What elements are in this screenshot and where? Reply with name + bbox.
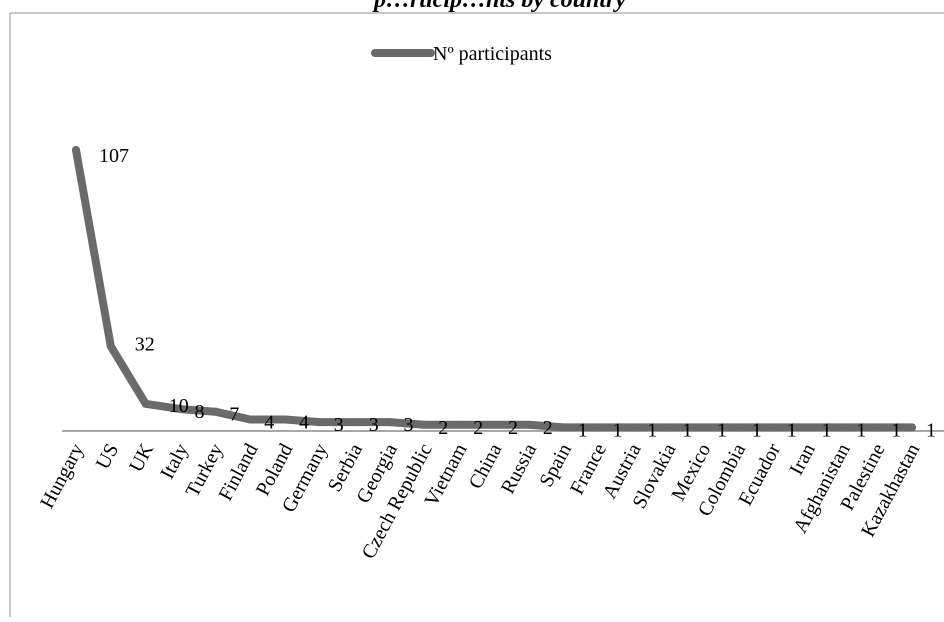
data-label: 4 xyxy=(264,412,274,434)
data-point-finland xyxy=(246,415,255,424)
data-point-iran xyxy=(803,423,812,432)
legend-label: Nº participants xyxy=(433,43,552,65)
data-point-ecuador xyxy=(768,423,777,432)
legend: Nº participants xyxy=(371,43,552,65)
data-point-afghanistan xyxy=(838,423,847,432)
data-point-vietnam xyxy=(455,420,464,429)
x-tick-label: US xyxy=(92,440,123,473)
data-point-slovakia xyxy=(664,423,673,432)
series-line xyxy=(72,146,916,432)
data-label: 3 xyxy=(334,414,344,436)
data-label: 1 xyxy=(717,419,727,441)
data-point-palestine xyxy=(873,423,882,432)
data-point-us xyxy=(106,342,115,351)
chart-frame xyxy=(9,12,944,617)
data-point-italy xyxy=(176,405,185,414)
data-label: 2 xyxy=(473,417,483,439)
data-label: 1 xyxy=(613,419,623,441)
data-point-austria xyxy=(629,423,638,432)
data-point-kazakhastan xyxy=(908,423,916,432)
data-point-mexico xyxy=(699,423,707,432)
data-label: 1 xyxy=(647,419,657,441)
data-label: 3 xyxy=(369,414,379,436)
data-label: 1 xyxy=(787,419,797,441)
data-point-georgia xyxy=(385,418,394,427)
data-label: 107 xyxy=(99,145,129,167)
data-label: 1 xyxy=(822,419,832,441)
data-label: 7 xyxy=(229,404,239,426)
data-label: 8 xyxy=(195,401,205,423)
data-label: 32 xyxy=(135,333,155,355)
data-label: 2 xyxy=(438,417,448,439)
data-point-hungary xyxy=(72,146,80,154)
data-point-czech-republic xyxy=(420,420,429,429)
data-point-serbia xyxy=(350,418,359,427)
x-tick-label: Russia xyxy=(497,440,542,498)
data-label: 3 xyxy=(404,414,414,436)
data-label: 2 xyxy=(508,417,518,439)
data-point-russia xyxy=(524,420,533,429)
data-label: 10 xyxy=(169,395,189,417)
x-tick-label: Italy xyxy=(156,440,193,483)
data-point-spain xyxy=(559,423,568,432)
x-axis-tick-labels: Hungary US UKItalyTurkeyFinlandPolandGerma… xyxy=(36,440,924,563)
data-point-poland xyxy=(281,415,289,424)
data-point-colombia xyxy=(733,423,742,432)
chart-title: p…rticip…nts by country xyxy=(372,0,626,13)
data-label: 1 xyxy=(682,419,692,441)
data-point-germany xyxy=(315,418,324,427)
x-tick-label: UK xyxy=(125,440,158,476)
data-label: 1 xyxy=(856,419,866,441)
data-label: 1 xyxy=(578,419,588,441)
data-label: 4 xyxy=(299,412,309,434)
data-label: 1 xyxy=(752,419,762,441)
data-point-uk xyxy=(141,399,150,408)
x-tick-label: Iran xyxy=(785,440,820,479)
x-tick-label: Hungary xyxy=(36,440,88,512)
data-label: 1 xyxy=(891,419,901,441)
data-point-china xyxy=(490,420,498,429)
data-label: 1 xyxy=(926,419,936,441)
data-point-france xyxy=(594,423,603,432)
data-label: 2 xyxy=(543,417,553,439)
data-point-turkey xyxy=(211,407,220,416)
